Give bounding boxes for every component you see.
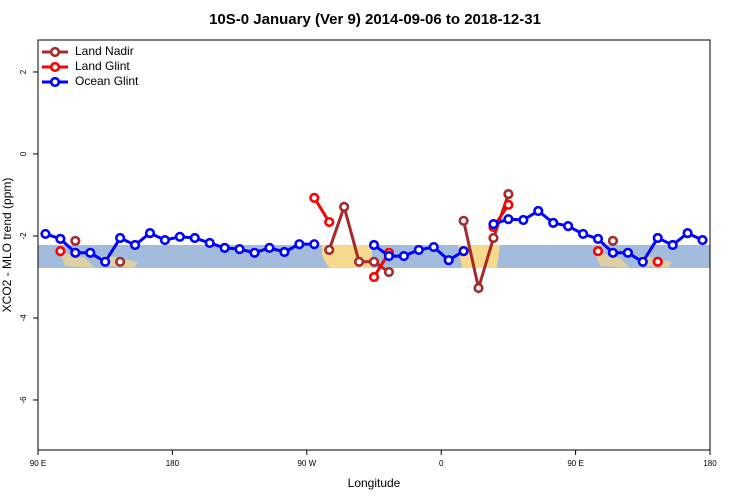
data-point: [264, 242, 275, 253]
data-point: [309, 239, 320, 250]
y-tick-label: -6: [19, 396, 28, 404]
data-point: [577, 228, 589, 240]
data-point: [353, 256, 365, 267]
data-point: [189, 232, 200, 244]
data-point: [652, 256, 663, 267]
data-point: [249, 247, 260, 258]
land-patch: [595, 252, 630, 268]
data-point: [428, 241, 439, 253]
data-point: [368, 271, 380, 283]
data-point: [697, 234, 708, 246]
x-tick-label: 0: [439, 459, 444, 468]
data-point: [55, 233, 66, 244]
data-point: [383, 250, 395, 262]
data-point: [115, 232, 126, 244]
x-tick-label: 90 W: [297, 459, 316, 468]
data-point: [563, 221, 574, 232]
data-point: [85, 247, 96, 258]
map-strip: [38, 245, 710, 268]
data-point: [339, 201, 350, 212]
data-point: [294, 239, 305, 250]
data-point: [234, 244, 245, 255]
data-point: [592, 233, 604, 244]
data-point: [667, 239, 678, 251]
data-point: [144, 228, 156, 239]
legend-marker: [49, 76, 61, 88]
data-point: [70, 235, 81, 246]
x-tick-label: 90 E: [30, 459, 46, 468]
data-point: [637, 256, 648, 267]
data-point: [368, 256, 380, 267]
data-point: [488, 232, 499, 244]
data-point: [652, 232, 663, 244]
land-patch: [60, 252, 95, 268]
data-point: [55, 246, 66, 257]
data-point: [324, 216, 335, 228]
chart-title: 10S-0 January (Ver 9) 2014-09-06 to 2018…: [209, 11, 541, 28]
legend-marker: [49, 46, 61, 58]
data-point: [503, 214, 514, 225]
data-point: [159, 234, 171, 246]
data-point: [309, 192, 320, 203]
data-point: [129, 239, 141, 251]
data-point: [398, 250, 409, 262]
data-point: [413, 244, 424, 256]
data-point: [219, 242, 230, 253]
data-point: [115, 256, 126, 267]
data-point: [473, 282, 484, 294]
ocean-band: [38, 245, 710, 268]
y-axis-label: XCO2 - MLO trend (ppm): [0, 178, 14, 313]
data-point: [324, 244, 335, 256]
data-point: [40, 228, 51, 240]
x-tick-label: 90 E: [567, 459, 583, 468]
data-point: [682, 228, 693, 239]
plot-frame: [37, 39, 711, 451]
y-tick-label: -4: [19, 314, 28, 322]
data-point: [503, 189, 514, 200]
legend-label: Ocean Glint: [75, 74, 139, 88]
data-point: [70, 247, 81, 258]
data-point: [607, 235, 619, 246]
y-tick-label: 2: [19, 69, 28, 74]
data-point: [279, 246, 290, 258]
data-point: [533, 205, 544, 217]
x-axis-label: Longitude: [348, 476, 401, 490]
data-point: [100, 256, 111, 267]
data-point: [548, 217, 559, 228]
data-point: [607, 247, 619, 258]
data-point: [383, 266, 395, 278]
data-point: [622, 247, 633, 258]
data-point: [458, 246, 469, 257]
legend-label: Land Glint: [75, 59, 130, 73]
data-point: [518, 214, 529, 226]
legend-label: Land Nadir: [75, 44, 134, 58]
data-point: [488, 218, 499, 230]
data-point: [174, 231, 185, 242]
data-point: [368, 239, 380, 251]
x-tick-label: 180: [166, 459, 180, 468]
data-point: [458, 215, 469, 226]
data-point: [204, 237, 215, 249]
y-tick-label: -2: [19, 232, 28, 240]
data-point: [592, 246, 604, 257]
y-tick-label: 0: [19, 151, 28, 156]
data-point: [443, 255, 454, 266]
x-tick-label: 180: [703, 459, 717, 468]
legend-marker: [49, 61, 61, 73]
data-point: [503, 199, 514, 210]
